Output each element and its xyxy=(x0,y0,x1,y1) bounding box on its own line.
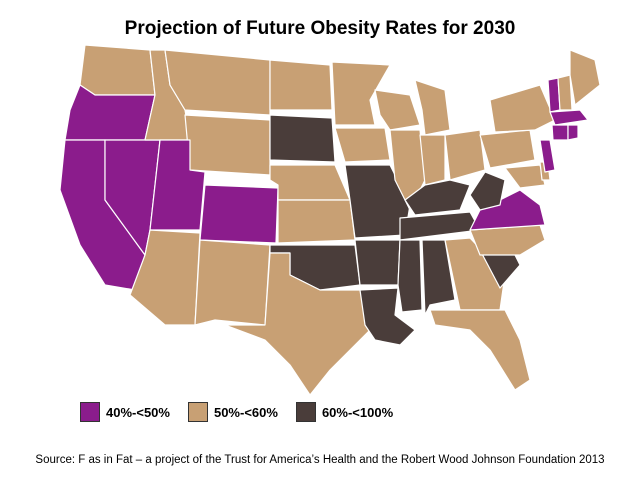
legend-swatch-40-50 xyxy=(80,402,100,422)
state-wa xyxy=(79,44,156,96)
state-wv xyxy=(469,171,506,211)
state-nh xyxy=(557,74,573,111)
state-sd xyxy=(269,114,336,163)
state-ar xyxy=(354,239,401,286)
state-me xyxy=(569,49,601,106)
state-az xyxy=(129,229,201,326)
state-oh xyxy=(444,129,486,181)
source-citation: Source: F as in Fat – a project of the T… xyxy=(35,454,605,466)
state-tx xyxy=(224,252,371,396)
state-va xyxy=(469,189,546,231)
state-al xyxy=(421,239,456,316)
state-la xyxy=(359,287,416,346)
state-ct xyxy=(551,124,569,141)
state-ne xyxy=(269,164,351,201)
us-obesity-map xyxy=(59,44,601,396)
legend-item-60-100: 60%-<100% xyxy=(295,402,394,422)
state-md xyxy=(504,164,546,189)
legend: 40%-<50% 50%-<60% 60%-<100% xyxy=(80,402,411,422)
state-ky xyxy=(404,179,471,216)
state-ms xyxy=(397,239,423,313)
state-fl xyxy=(429,309,531,391)
state-nj xyxy=(539,139,556,173)
state-wi xyxy=(374,89,421,131)
state-pa xyxy=(479,129,536,169)
legend-label-40-50: 40%-<50% xyxy=(106,404,170,420)
state-ny xyxy=(489,84,556,133)
state-mi xyxy=(414,79,451,136)
legend-swatch-50-60 xyxy=(187,402,208,422)
state-ks xyxy=(277,199,356,244)
state-ri xyxy=(567,124,579,141)
map-title: Projection of Future Obesity Rates for 2… xyxy=(124,18,516,39)
state-in xyxy=(419,134,446,186)
state-ia xyxy=(334,127,391,163)
legend-swatch-60-100 xyxy=(295,402,316,422)
state-nm xyxy=(194,239,271,326)
legend-label-50-60: 50%-<60% xyxy=(213,404,278,420)
state-nd xyxy=(269,59,333,111)
state-mn xyxy=(331,61,391,126)
legend-item-40-50: 40%-<50% xyxy=(80,402,170,422)
state-mt xyxy=(164,49,271,116)
legend-label-60-100: 60%-<100% xyxy=(321,404,394,420)
state-tn xyxy=(399,211,481,241)
legend-item-50-60: 50%-<60% xyxy=(187,402,278,422)
state-ma xyxy=(549,109,589,126)
state-co xyxy=(199,184,279,244)
state-ga xyxy=(444,237,506,311)
state-wy xyxy=(184,114,271,176)
